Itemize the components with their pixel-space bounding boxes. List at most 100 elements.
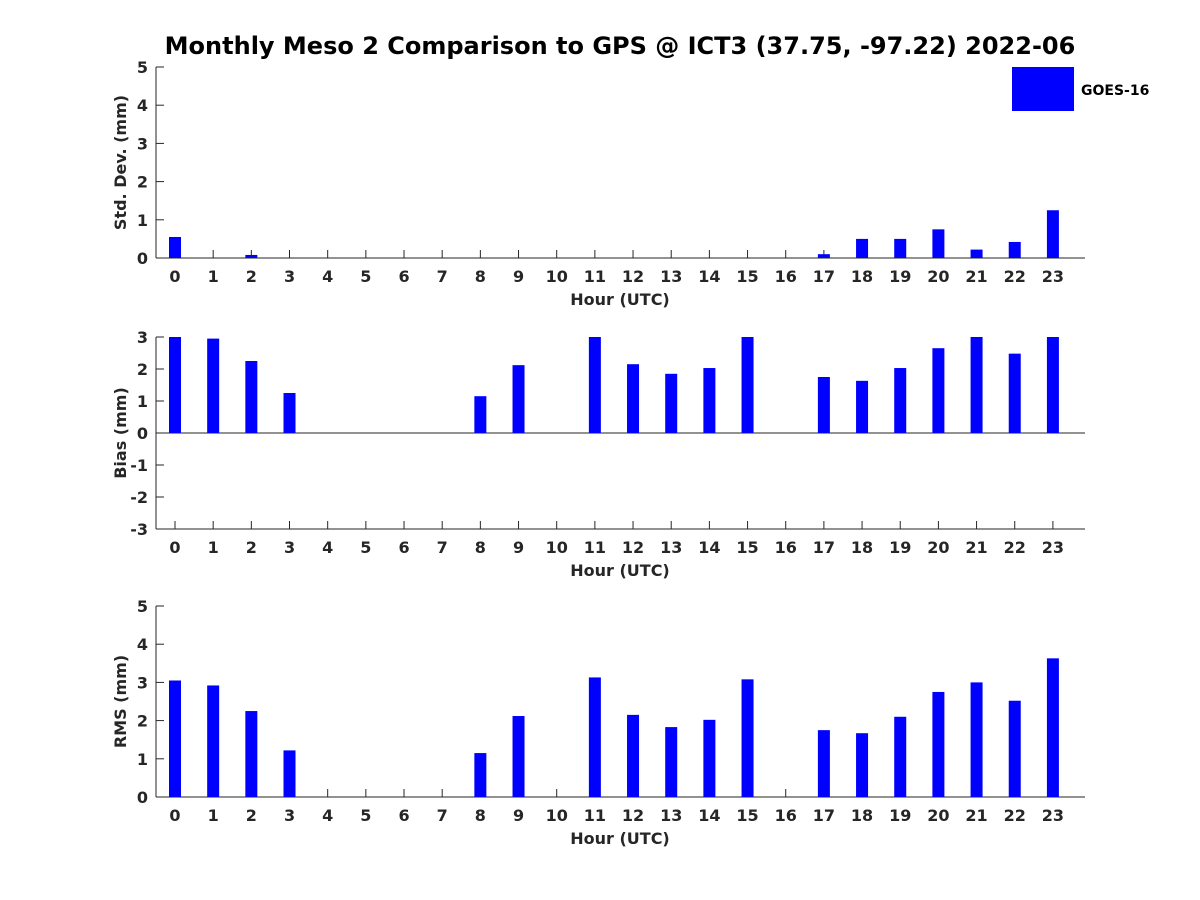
std-dev-x-axis-label: Hour (UTC) — [570, 290, 670, 309]
std-dev-x-tick-label: 21 — [965, 267, 987, 286]
std-dev-x-tick-label: 15 — [736, 267, 758, 286]
bias-bar — [169, 337, 181, 433]
std-dev-x-tick-label: 12 — [622, 267, 644, 286]
std-dev-bar — [970, 249, 983, 258]
rms-bar — [588, 677, 601, 797]
bias-x-tick-label: 6 — [398, 538, 409, 557]
rms-bar — [245, 711, 258, 797]
std-dev-x-tick-label: 17 — [813, 267, 835, 286]
bias-x-tick-label: 21 — [965, 538, 987, 557]
std-dev-bar — [894, 238, 907, 258]
rms-x-tick-label: 21 — [965, 806, 987, 825]
rms-bar — [856, 733, 869, 797]
std-dev-x-tick-label: 22 — [1004, 267, 1026, 286]
bias-bar — [283, 393, 296, 433]
rms-x-axis-label: Hour (UTC) — [570, 829, 670, 848]
rms-x-tick-label: 5 — [360, 806, 371, 825]
std-dev-bar — [1008, 241, 1021, 258]
rms-y-tick-label: 2 — [137, 712, 148, 731]
bias-x-tick-label: 19 — [889, 538, 911, 557]
std-dev-bar — [856, 238, 869, 258]
bias-y-tick-label: 0 — [137, 424, 148, 443]
rms-x-tick-label: 20 — [927, 806, 949, 825]
bias-bar — [207, 338, 220, 433]
bias-y-tick-label: 2 — [137, 360, 148, 379]
bias-x-tick-label: 14 — [698, 538, 720, 557]
rms-x-tick-label: 10 — [546, 806, 568, 825]
bias-bar — [665, 373, 678, 433]
std-dev-x-tick-label: 2 — [246, 267, 257, 286]
bias-x-tick-label: 23 — [1042, 538, 1064, 557]
std-dev-x-tick-label: 4 — [322, 267, 333, 286]
rms-x-tick-label: 11 — [584, 806, 606, 825]
rms-x-tick-label: 7 — [437, 806, 448, 825]
rms-x-tick-label: 6 — [398, 806, 409, 825]
rms-bar — [283, 750, 296, 797]
std-dev-x-tick-label: 23 — [1042, 267, 1064, 286]
bias-x-tick-label: 2 — [246, 538, 257, 557]
rms-x-tick-label: 13 — [660, 806, 682, 825]
bias-bar — [474, 396, 487, 433]
bias-bar — [741, 337, 754, 433]
bias-bar — [703, 368, 716, 433]
rms-bar — [932, 691, 945, 797]
chart-title: Monthly Meso 2 Comparison to GPS @ ICT3 … — [165, 32, 1076, 60]
rms-bar — [169, 680, 181, 797]
std-dev-bar — [1046, 210, 1059, 258]
std-dev-y-tick-label: 1 — [137, 211, 148, 230]
bias-bar — [1046, 337, 1059, 433]
std-dev-x-tick-label: 20 — [927, 267, 949, 286]
bias-y-tick-label: -2 — [130, 488, 148, 507]
rms-x-tick-label: 23 — [1042, 806, 1064, 825]
rms-bar — [1046, 658, 1059, 797]
bias-x-tick-label: 5 — [360, 538, 371, 557]
bias-x-tick-label: 0 — [169, 538, 180, 557]
rms-bar — [1008, 700, 1021, 797]
bias-bar — [894, 368, 907, 433]
bias-bar — [512, 365, 525, 433]
rms-x-tick-label: 14 — [698, 806, 720, 825]
rms-bar — [207, 685, 220, 797]
std-dev-x-tick-label: 8 — [475, 267, 486, 286]
rms-x-tick-label: 0 — [169, 806, 180, 825]
bias-x-tick-label: 12 — [622, 538, 644, 557]
rms-x-tick-label: 4 — [322, 806, 333, 825]
rms-x-tick-label: 18 — [851, 806, 873, 825]
legend: GOES-16 — [1012, 67, 1149, 111]
std-dev-x-tick-label: 6 — [398, 267, 409, 286]
rms-y-axis-label: RMS (mm) — [111, 655, 130, 748]
bias-bar — [588, 337, 601, 433]
rms-x-tick-label: 2 — [246, 806, 257, 825]
bias-x-tick-label: 20 — [927, 538, 949, 557]
std-dev-x-tick-label: 1 — [208, 267, 219, 286]
rms-y-tick-label: 1 — [137, 750, 148, 769]
legend-label: GOES-16 — [1081, 83, 1149, 99]
bias-bar — [245, 361, 258, 433]
bias-x-tick-label: 7 — [437, 538, 448, 557]
std-dev-y-tick-label: 3 — [137, 134, 148, 153]
std-dev-x-tick-label: 10 — [546, 267, 568, 286]
std-dev-x-tick-label: 5 — [360, 267, 371, 286]
std-dev-y-tick-label: 2 — [137, 173, 148, 192]
std-dev-bar — [932, 229, 945, 258]
std-dev-x-tick-label: 7 — [437, 267, 448, 286]
rms-bar — [894, 716, 907, 797]
std-dev-bar — [817, 254, 830, 258]
rms-bar — [474, 753, 487, 797]
bias-x-tick-label: 18 — [851, 538, 873, 557]
rms-bar — [665, 727, 678, 797]
bias-x-axis-label: Hour (UTC) — [570, 561, 670, 580]
legend-swatch — [1012, 67, 1074, 111]
rms-x-tick-label: 1 — [208, 806, 219, 825]
std-dev-x-tick-label: 14 — [698, 267, 720, 286]
rms-x-tick-label: 15 — [736, 806, 758, 825]
rms-bar — [627, 714, 640, 797]
bias-x-tick-label: 4 — [322, 538, 333, 557]
bias-x-tick-label: 16 — [775, 538, 797, 557]
rms-x-tick-label: 17 — [813, 806, 835, 825]
bias-x-tick-label: 3 — [284, 538, 295, 557]
